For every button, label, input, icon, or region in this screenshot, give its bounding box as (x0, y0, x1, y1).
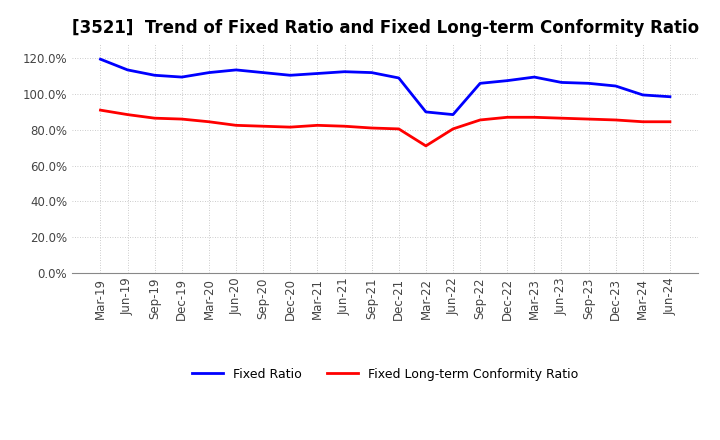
Fixed Long-term Conformity Ratio (395, 126, 403, 132)
Fixed Long-term Conformity Ratio (232, 123, 240, 128)
Fixed Long-term Conformity Ratio (476, 117, 485, 123)
Title: [3521]  Trend of Fixed Ratio and Fixed Long-term Conformity Ratio: [3521] Trend of Fixed Ratio and Fixed Lo… (71, 19, 699, 37)
Fixed Ratio (204, 70, 213, 75)
Fixed Long-term Conformity Ratio (503, 115, 511, 120)
Fixed Long-term Conformity Ratio (530, 115, 539, 120)
Fixed Ratio (232, 67, 240, 73)
Fixed Ratio (557, 80, 566, 85)
Fixed Ratio (639, 92, 647, 98)
Fixed Long-term Conformity Ratio (639, 119, 647, 125)
Fixed Ratio (341, 69, 349, 74)
Line: Fixed Long-term Conformity Ratio: Fixed Long-term Conformity Ratio (101, 110, 670, 146)
Legend: Fixed Ratio, Fixed Long-term Conformity Ratio: Fixed Ratio, Fixed Long-term Conformity … (187, 363, 583, 385)
Fixed Ratio (259, 70, 268, 75)
Fixed Long-term Conformity Ratio (313, 123, 322, 128)
Fixed Ratio (503, 78, 511, 83)
Fixed Ratio (313, 71, 322, 76)
Fixed Long-term Conformity Ratio (584, 117, 593, 122)
Fixed Ratio (449, 112, 457, 117)
Fixed Ratio (96, 57, 105, 62)
Fixed Ratio (476, 81, 485, 86)
Fixed Ratio (611, 83, 620, 88)
Fixed Long-term Conformity Ratio (286, 125, 294, 130)
Fixed Long-term Conformity Ratio (259, 124, 268, 129)
Fixed Long-term Conformity Ratio (367, 125, 376, 131)
Fixed Ratio (150, 73, 159, 78)
Fixed Long-term Conformity Ratio (557, 116, 566, 121)
Fixed Long-term Conformity Ratio (150, 116, 159, 121)
Line: Fixed Ratio: Fixed Ratio (101, 59, 670, 114)
Fixed Long-term Conformity Ratio (665, 119, 674, 125)
Fixed Ratio (421, 109, 430, 114)
Fixed Ratio (178, 74, 186, 80)
Fixed Ratio (584, 81, 593, 86)
Fixed Long-term Conformity Ratio (123, 112, 132, 117)
Fixed Long-term Conformity Ratio (341, 124, 349, 129)
Fixed Long-term Conformity Ratio (449, 126, 457, 132)
Fixed Long-term Conformity Ratio (611, 117, 620, 123)
Fixed Ratio (530, 74, 539, 80)
Fixed Ratio (286, 73, 294, 78)
Fixed Long-term Conformity Ratio (178, 117, 186, 122)
Fixed Ratio (395, 75, 403, 81)
Fixed Long-term Conformity Ratio (421, 143, 430, 149)
Fixed Long-term Conformity Ratio (204, 119, 213, 125)
Fixed Ratio (123, 67, 132, 73)
Fixed Ratio (367, 70, 376, 75)
Fixed Long-term Conformity Ratio (96, 107, 105, 113)
Fixed Ratio (665, 94, 674, 99)
